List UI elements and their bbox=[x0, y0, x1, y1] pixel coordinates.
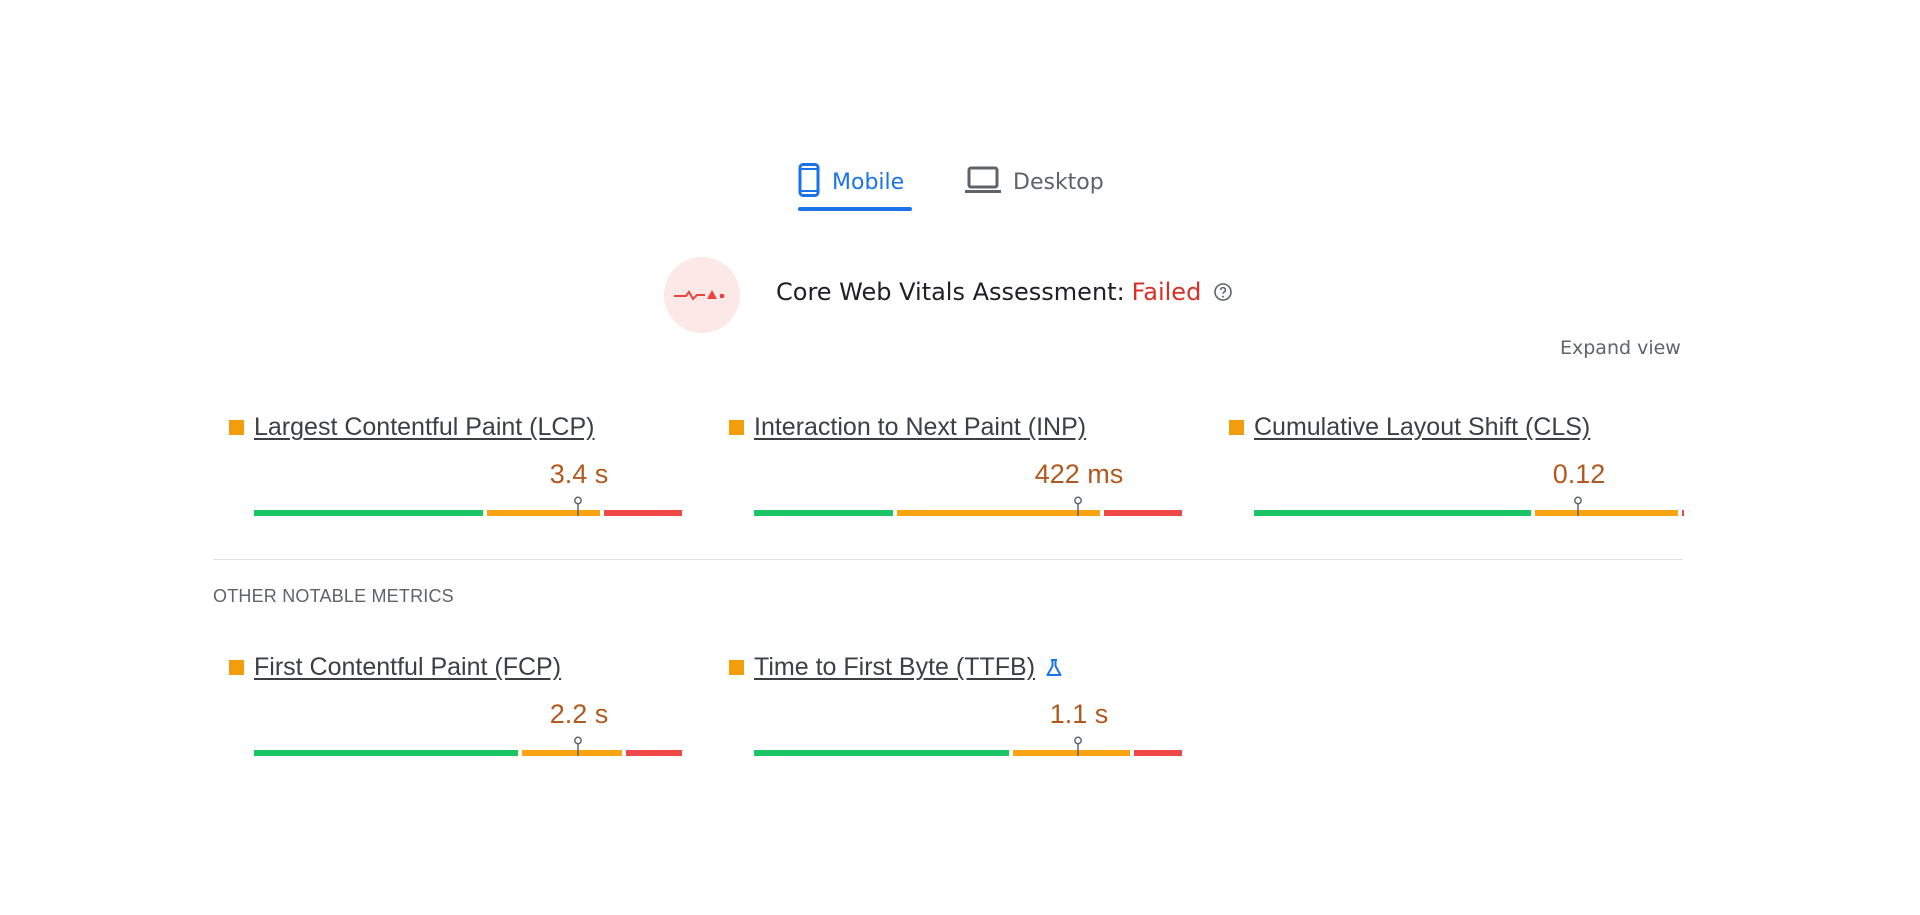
needs-improvement-segment bbox=[896, 510, 1100, 516]
needs-improvement-square-icon bbox=[729, 420, 744, 435]
distribution-bar bbox=[754, 496, 1186, 516]
expand-view-button[interactable]: Expand view bbox=[1560, 337, 1681, 359]
poor-segment bbox=[603, 510, 682, 516]
good-segment bbox=[1254, 510, 1531, 516]
metric-title: Cumulative Layout Shift (CLS) bbox=[1229, 413, 1590, 442]
needs-improvement-square-icon bbox=[1229, 420, 1244, 435]
poor-segment bbox=[1681, 510, 1684, 516]
metric-link-fcp[interactable]: First Contentful Paint (FCP) bbox=[254, 653, 562, 681]
needs-improvement-square-icon bbox=[729, 660, 744, 675]
metric-title: First Contentful Paint (FCP) bbox=[229, 653, 561, 682]
poor-segment bbox=[1134, 750, 1182, 756]
distribution-bar bbox=[254, 736, 686, 756]
tab-mobile[interactable]: Mobile bbox=[798, 150, 914, 214]
percentile-marker-icon bbox=[1074, 736, 1082, 756]
metric-inp: Interaction to Next Paint (INP) 422 ms bbox=[729, 413, 1182, 523]
metric-lcp: Largest Contentful Paint (LCP) 3.4 s bbox=[229, 413, 682, 523]
needs-improvement-square-icon bbox=[229, 420, 244, 435]
vitals-failed-icon bbox=[664, 257, 740, 333]
percentile-marker-icon bbox=[1074, 496, 1082, 516]
assessment-heading: Core Web Vitals Assessment: Failed bbox=[776, 278, 1233, 306]
needs-improvement-segment bbox=[487, 510, 600, 516]
poor-segment bbox=[625, 750, 682, 756]
metric-link-lcp[interactable]: Largest Contentful Paint (LCP) bbox=[254, 413, 595, 441]
metric-title: Time to First Byte (TTFB) bbox=[729, 653, 1063, 682]
distribution-bar bbox=[254, 496, 686, 516]
needs-improvement-square-icon bbox=[229, 660, 244, 675]
other-metrics-heading: OTHER NOTABLE METRICS bbox=[213, 586, 454, 606]
help-icon[interactable] bbox=[1213, 282, 1233, 302]
percentile-marker-icon bbox=[1574, 496, 1582, 516]
smartphone-icon bbox=[798, 162, 820, 202]
good-segment bbox=[754, 510, 893, 516]
metric-link-ttfb[interactable]: Time to First Byte (TTFB) bbox=[754, 653, 1036, 681]
active-tab-indicator bbox=[798, 207, 912, 211]
needs-improvement-segment bbox=[521, 750, 622, 756]
metric-title: Largest Contentful Paint (LCP) bbox=[229, 413, 594, 442]
distribution-bar bbox=[754, 736, 1186, 756]
good-segment bbox=[254, 750, 518, 756]
metric-value: 1.1 s bbox=[1049, 699, 1109, 729]
metric-cls: Cumulative Layout Shift (CLS) 0.12 bbox=[1229, 413, 1684, 523]
percentile-marker-icon bbox=[574, 496, 582, 516]
metric-ttfb: Time to First Byte (TTFB) 1.1 s bbox=[729, 653, 1182, 763]
metric-value: 422 ms bbox=[1034, 459, 1124, 489]
metric-link-inp[interactable]: Interaction to Next Paint (INP) bbox=[754, 413, 1087, 441]
needs-improvement-segment bbox=[1534, 510, 1678, 516]
laptop-icon bbox=[965, 165, 1001, 200]
percentile-marker-icon bbox=[574, 736, 582, 756]
good-segment bbox=[754, 750, 1010, 756]
assessment-status: Failed bbox=[1131, 278, 1202, 306]
metric-value: 2.2 s bbox=[549, 699, 609, 729]
metric-value: 0.12 bbox=[1552, 459, 1606, 489]
good-segment bbox=[254, 510, 484, 516]
metric-fcp: First Contentful Paint (FCP) 2.2 s bbox=[229, 653, 682, 763]
tab-desktop[interactable]: Desktop bbox=[965, 150, 1115, 214]
tab-desktop-label: Desktop bbox=[1013, 169, 1104, 195]
metric-title: Interaction to Next Paint (INP) bbox=[729, 413, 1086, 442]
metric-link-cls[interactable]: Cumulative Layout Shift (CLS) bbox=[1254, 413, 1591, 441]
assessment-title: Core Web Vitals Assessment: bbox=[776, 278, 1125, 306]
section-divider bbox=[213, 559, 1683, 560]
poor-segment bbox=[1103, 510, 1182, 516]
distribution-bar bbox=[1254, 496, 1686, 516]
metric-value: 3.4 s bbox=[549, 459, 609, 489]
experimental-flask-icon[interactable] bbox=[1045, 658, 1063, 678]
tab-mobile-label: Mobile bbox=[832, 169, 905, 195]
needs-improvement-segment bbox=[1013, 750, 1131, 756]
